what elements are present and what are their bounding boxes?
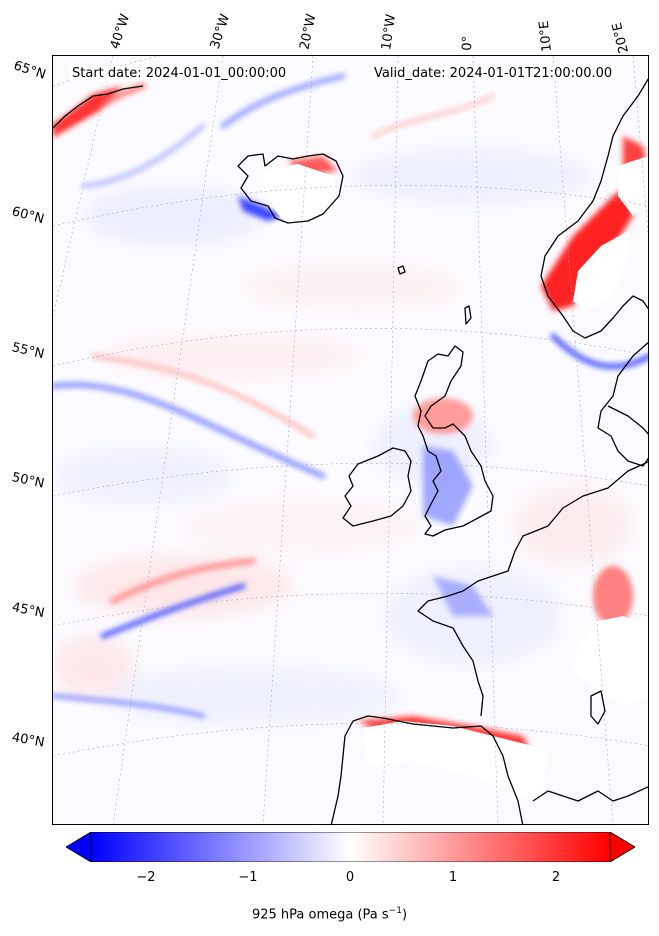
faroe-coast: [397, 265, 406, 275]
baltic-coast: [607, 405, 648, 435]
colorbar-title-exponent: −1: [388, 906, 402, 916]
lat-label-40n: 40°N: [10, 730, 46, 751]
lon-label-10w: 10°W: [379, 13, 399, 51]
colorbar-title-text: 925 hPa omega (Pa s: [251, 907, 389, 923]
norway-coast: [540, 78, 648, 339]
shetland-coast: [464, 305, 472, 325]
colorbar: [66, 832, 635, 862]
omega-field-map: [53, 56, 648, 824]
lat-label-45n: 45°N: [10, 600, 46, 622]
colorbar-gradient: [90, 832, 611, 862]
lat-label-55n: 55°N: [10, 340, 46, 363]
masked-terrain: [263, 156, 648, 796]
lat-label-65n: 65°N: [11, 58, 48, 83]
europe-west-coast: [417, 461, 648, 717]
lon-label-30w: 30°W: [207, 12, 234, 51]
coastlines: [53, 78, 648, 824]
colorbar-min-extend: [66, 832, 92, 862]
lat-label-50n: 50°N: [10, 470, 46, 492]
valid-date-label: Valid_date: 2024-01-01T21:00:00.00: [372, 66, 615, 81]
colorbar-title-close: ): [401, 907, 408, 923]
colorbar-title: 925 hPa omega (Pa s−1): [0, 906, 659, 922]
sweden-coast: [597, 341, 648, 467]
lon-label-10e: 10°E: [536, 19, 555, 53]
colorbar-tick-2: 2: [551, 870, 561, 885]
lat-label-60n: 60°N: [10, 204, 46, 228]
map-panel: [52, 55, 649, 825]
colorbar-tick-neg2: −2: [136, 870, 156, 885]
colorbar-tick-0: 0: [345, 870, 355, 885]
lon-label-20w: 20°W: [297, 12, 320, 51]
great-britain-coast: [414, 345, 494, 537]
colorbar-tick-neg1: −1: [238, 870, 258, 885]
greenland-coast: [53, 85, 144, 129]
start-date-label: Start date: 2024-01-01_00:00:00: [70, 66, 289, 81]
mediterranean-coast: [532, 786, 648, 802]
colorbar-tick-1: 1: [448, 870, 458, 885]
colorbar-max-extend: [609, 832, 635, 862]
iceland-coast: [237, 153, 344, 224]
weak-field-patches: [53, 148, 633, 726]
iberia-west-coast: [330, 720, 354, 824]
lon-label-40w: 40°W: [107, 12, 134, 51]
ireland-coast: [342, 447, 412, 527]
strong-negative-patches: [238, 196, 493, 616]
lon-label-20e: 20°E: [609, 20, 632, 55]
corsica-coast: [590, 690, 606, 725]
lon-label-0: 0°: [460, 35, 476, 51]
iberia-north-coast: [352, 715, 524, 824]
